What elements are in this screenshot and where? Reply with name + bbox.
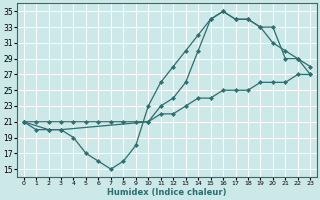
X-axis label: Humidex (Indice chaleur): Humidex (Indice chaleur): [107, 188, 227, 197]
